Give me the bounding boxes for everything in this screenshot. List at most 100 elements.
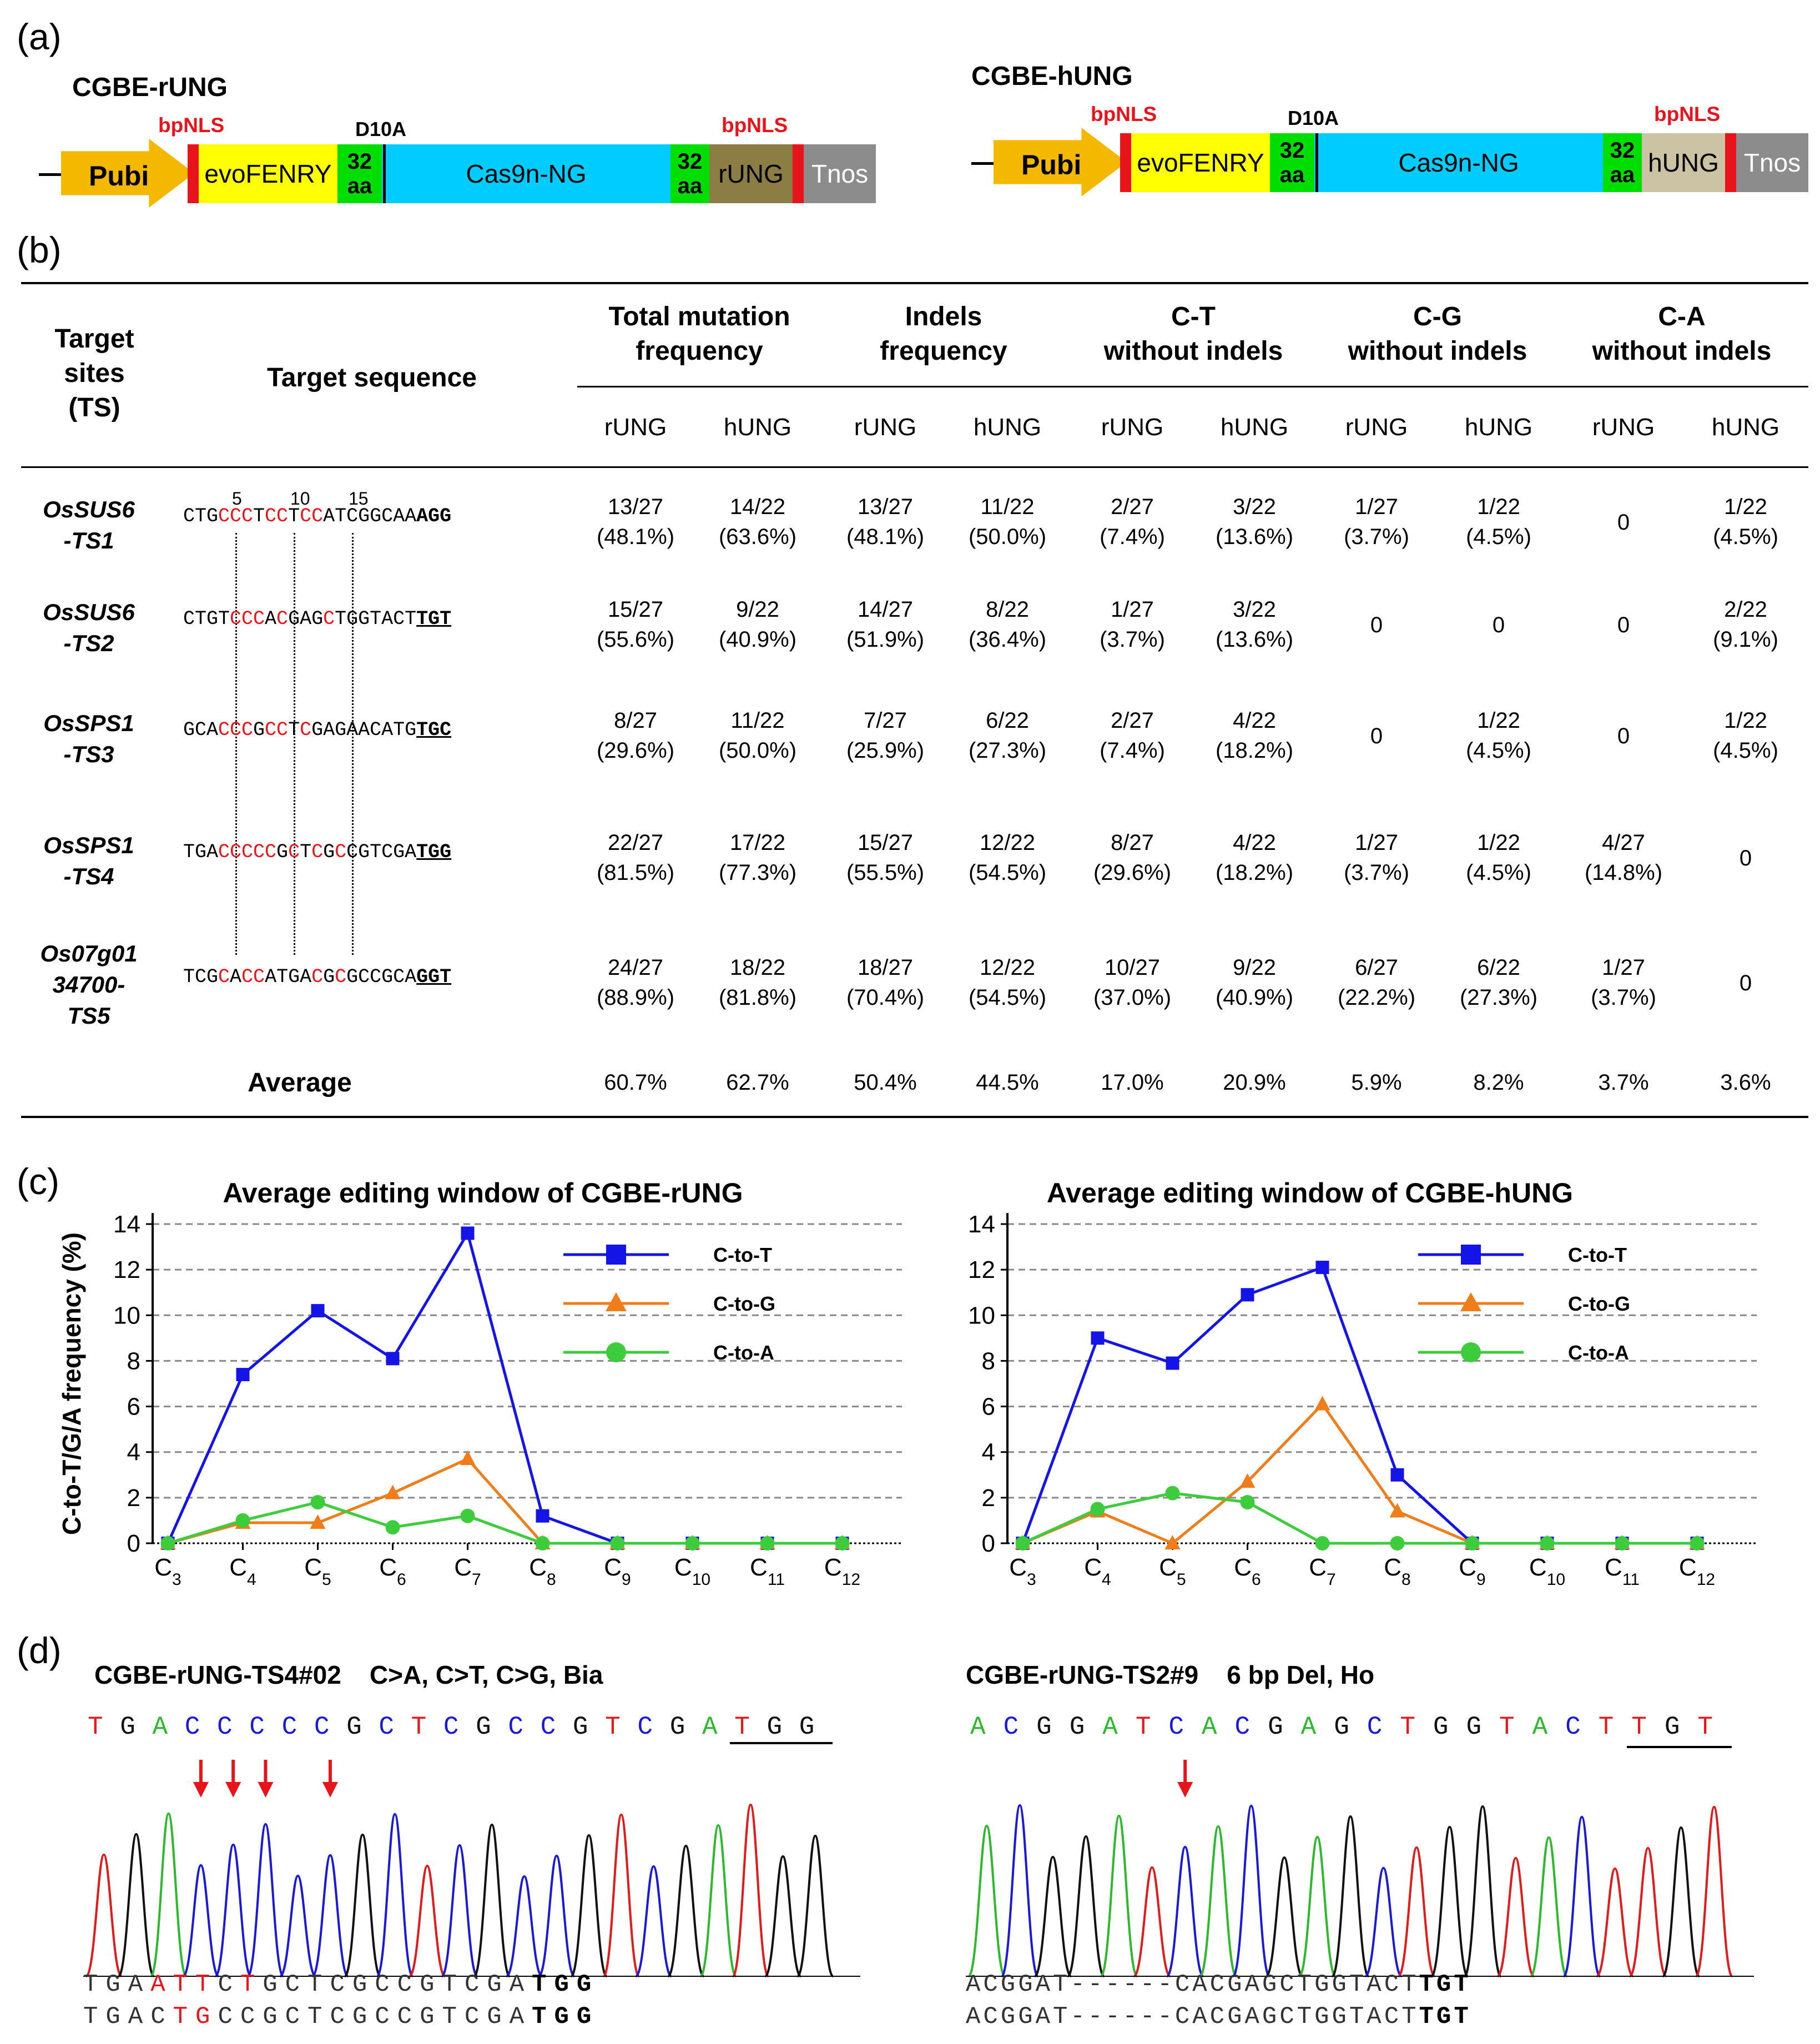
construct-title: CGBE-hUNG <box>971 62 1133 91</box>
subheader-hung: hUNG <box>973 414 1042 441</box>
cell-line: (29.6%) <box>596 738 675 763</box>
cell-line: 15/27 <box>857 830 914 855</box>
header-line: frequency <box>880 336 1007 366</box>
ung-domain: rUNG <box>709 144 793 203</box>
data-point-square <box>1091 1331 1105 1345</box>
sequence-segment: ACGGAT------CACGAGCTGGTACT <box>966 2003 1419 2031</box>
cell-line: (13.6%) <box>1215 627 1294 652</box>
cell-line: 0 <box>1370 724 1383 748</box>
table-cell: 9/22 (40.9%) <box>691 595 824 655</box>
bpnls-left-label: bpNLS <box>1091 103 1157 125</box>
cell-line: (77.3%) <box>718 860 797 885</box>
cell-line: 6/27 <box>1355 955 1398 980</box>
ref-base-A: A <box>1201 1713 1217 1741</box>
table-cell: 14/27 (51.9%) <box>819 595 952 655</box>
cell-line: 0 <box>1492 613 1505 637</box>
panel-label-c: (c) <box>17 1161 59 1202</box>
site-line: -TS1 <box>63 527 114 553</box>
terminator-tnos: Tnos <box>804 144 876 203</box>
average-value: 17.0% <box>1101 1070 1164 1095</box>
data-point-circle <box>1090 1502 1105 1517</box>
chart-svg: 0 2 4 6 8 10 12 14 C3 C4 C5 C6 C7 C8 C9 C10 C11 C12 C-to-T… <box>968 1211 1757 1589</box>
cell-line: 0 <box>1617 510 1630 535</box>
sequence-segment: TGA <box>183 841 219 863</box>
cell-line: (3.7%) <box>1344 525 1409 549</box>
table-subheader-rule <box>577 386 1808 387</box>
cell-line: 3/22 <box>1233 495 1276 519</box>
site-line: -TS4 <box>63 863 114 889</box>
sequence-segment: GCA <box>183 719 219 741</box>
trace-peak-G <box>1033 1855 1072 1977</box>
position-guide-line <box>294 533 295 955</box>
cell-line: 1/27 <box>1355 495 1398 519</box>
x-tick-label: C11 <box>750 1554 785 1589</box>
sequence-segment: ACGGAT------CACGAGCTGGTACT <box>966 1971 1419 1998</box>
allele-sequence: TGAATTCTGCTCGCCGTCGATGG <box>83 1971 599 1998</box>
cell-line: 14/22 <box>729 495 786 519</box>
data-point-triangle <box>1314 1396 1330 1411</box>
cell-line: 2/27 <box>1111 495 1154 519</box>
linker-text: aa <box>347 174 372 198</box>
target-sequence: TCGCACCATGACGCGCCGCAGGT <box>183 966 451 988</box>
ref-base-T: T <box>605 1713 621 1741</box>
sequence-segment: G <box>323 841 335 863</box>
header-line: Indels <box>905 302 982 331</box>
x-tick-label: C6 <box>1234 1554 1261 1589</box>
header-line: without indels <box>1348 336 1527 366</box>
bpnls-right-label: bpNLS <box>1654 103 1721 125</box>
chart-cgbe-hung: Average editing window of CGBE-hUNG 0 2 4 6 8… <box>916 1166 1793 1599</box>
table-cell: 15/27 (55.5%) <box>819 828 952 888</box>
data-point-square <box>536 1509 549 1523</box>
cell-line: 0 <box>1617 613 1630 637</box>
trace-peak-A <box>699 1824 738 1977</box>
header-line: Target <box>54 324 134 354</box>
average-value: 3.6% <box>1720 1070 1771 1095</box>
sequence-segment: G <box>253 719 265 741</box>
edit-arrowhead-icon <box>193 1782 209 1798</box>
ref-base-G: G <box>572 1713 588 1741</box>
ref-base-C: C <box>314 1713 330 1741</box>
table-cell: 22/27 (81.5%) <box>569 828 702 888</box>
cell-line: 10/27 <box>1104 955 1161 980</box>
cell-line: 9/22 <box>736 597 779 622</box>
cell-line: 11/22 <box>730 708 785 733</box>
x-tick-label: C5 <box>304 1554 331 1589</box>
site-line: Os07g01 <box>40 940 138 966</box>
sequence-segment: TGGTACT <box>335 608 417 630</box>
linker-text: aa <box>1610 163 1635 187</box>
x-tick-label: C4 <box>229 1554 256 1589</box>
ref-base-C: C <box>281 1713 298 1741</box>
table-cell: 1/22 (4.5%) <box>1432 828 1565 888</box>
x-tick-label: C8 <box>529 1554 556 1589</box>
cell-line: (14.8%) <box>1584 860 1663 885</box>
legend-marker <box>1461 1342 1481 1362</box>
x-tick-subscript: 8 <box>547 1570 556 1589</box>
sequence-segment: TCG <box>183 966 219 988</box>
table-cell: 8/27 (29.6%) <box>1066 828 1199 888</box>
data-point-circle <box>310 1495 325 1510</box>
panel-label-d: (d) <box>17 1630 62 1671</box>
data-point-circle <box>1165 1486 1180 1501</box>
ref-base-C: C <box>1565 1713 1581 1741</box>
x-tick-label: C4 <box>1084 1554 1111 1589</box>
cell-line: (55.5%) <box>846 860 925 885</box>
legend-label: C-to-G <box>713 1292 775 1315</box>
table-cell: 0 <box>1432 610 1565 640</box>
trace-peak-G <box>1265 1856 1304 1977</box>
x-tick-label: C11 <box>1605 1554 1640 1589</box>
nls-right-bar <box>1725 133 1736 192</box>
edit-arrowhead-icon <box>1177 1782 1193 1798</box>
ref-base-T: T <box>411 1713 427 1741</box>
target-site-name: OsSPS1 -TS4 <box>33 830 144 892</box>
pam-underline <box>1627 1746 1732 1748</box>
edited-base: C <box>335 966 347 988</box>
cell-line: 9/22 <box>1233 955 1276 980</box>
pam-sequence: GGT <box>416 966 452 988</box>
data-point-circle <box>535 1536 550 1550</box>
table-cell: 17/22 (77.3%) <box>691 828 824 888</box>
cell-line: (4.5%) <box>1466 738 1531 763</box>
x-tick-subscript: 6 <box>397 1570 406 1589</box>
sequence-segment: CGTCGA <box>346 841 417 863</box>
table-cell: 8/27 (29.6%) <box>569 706 702 766</box>
data-point-circle <box>235 1513 250 1528</box>
